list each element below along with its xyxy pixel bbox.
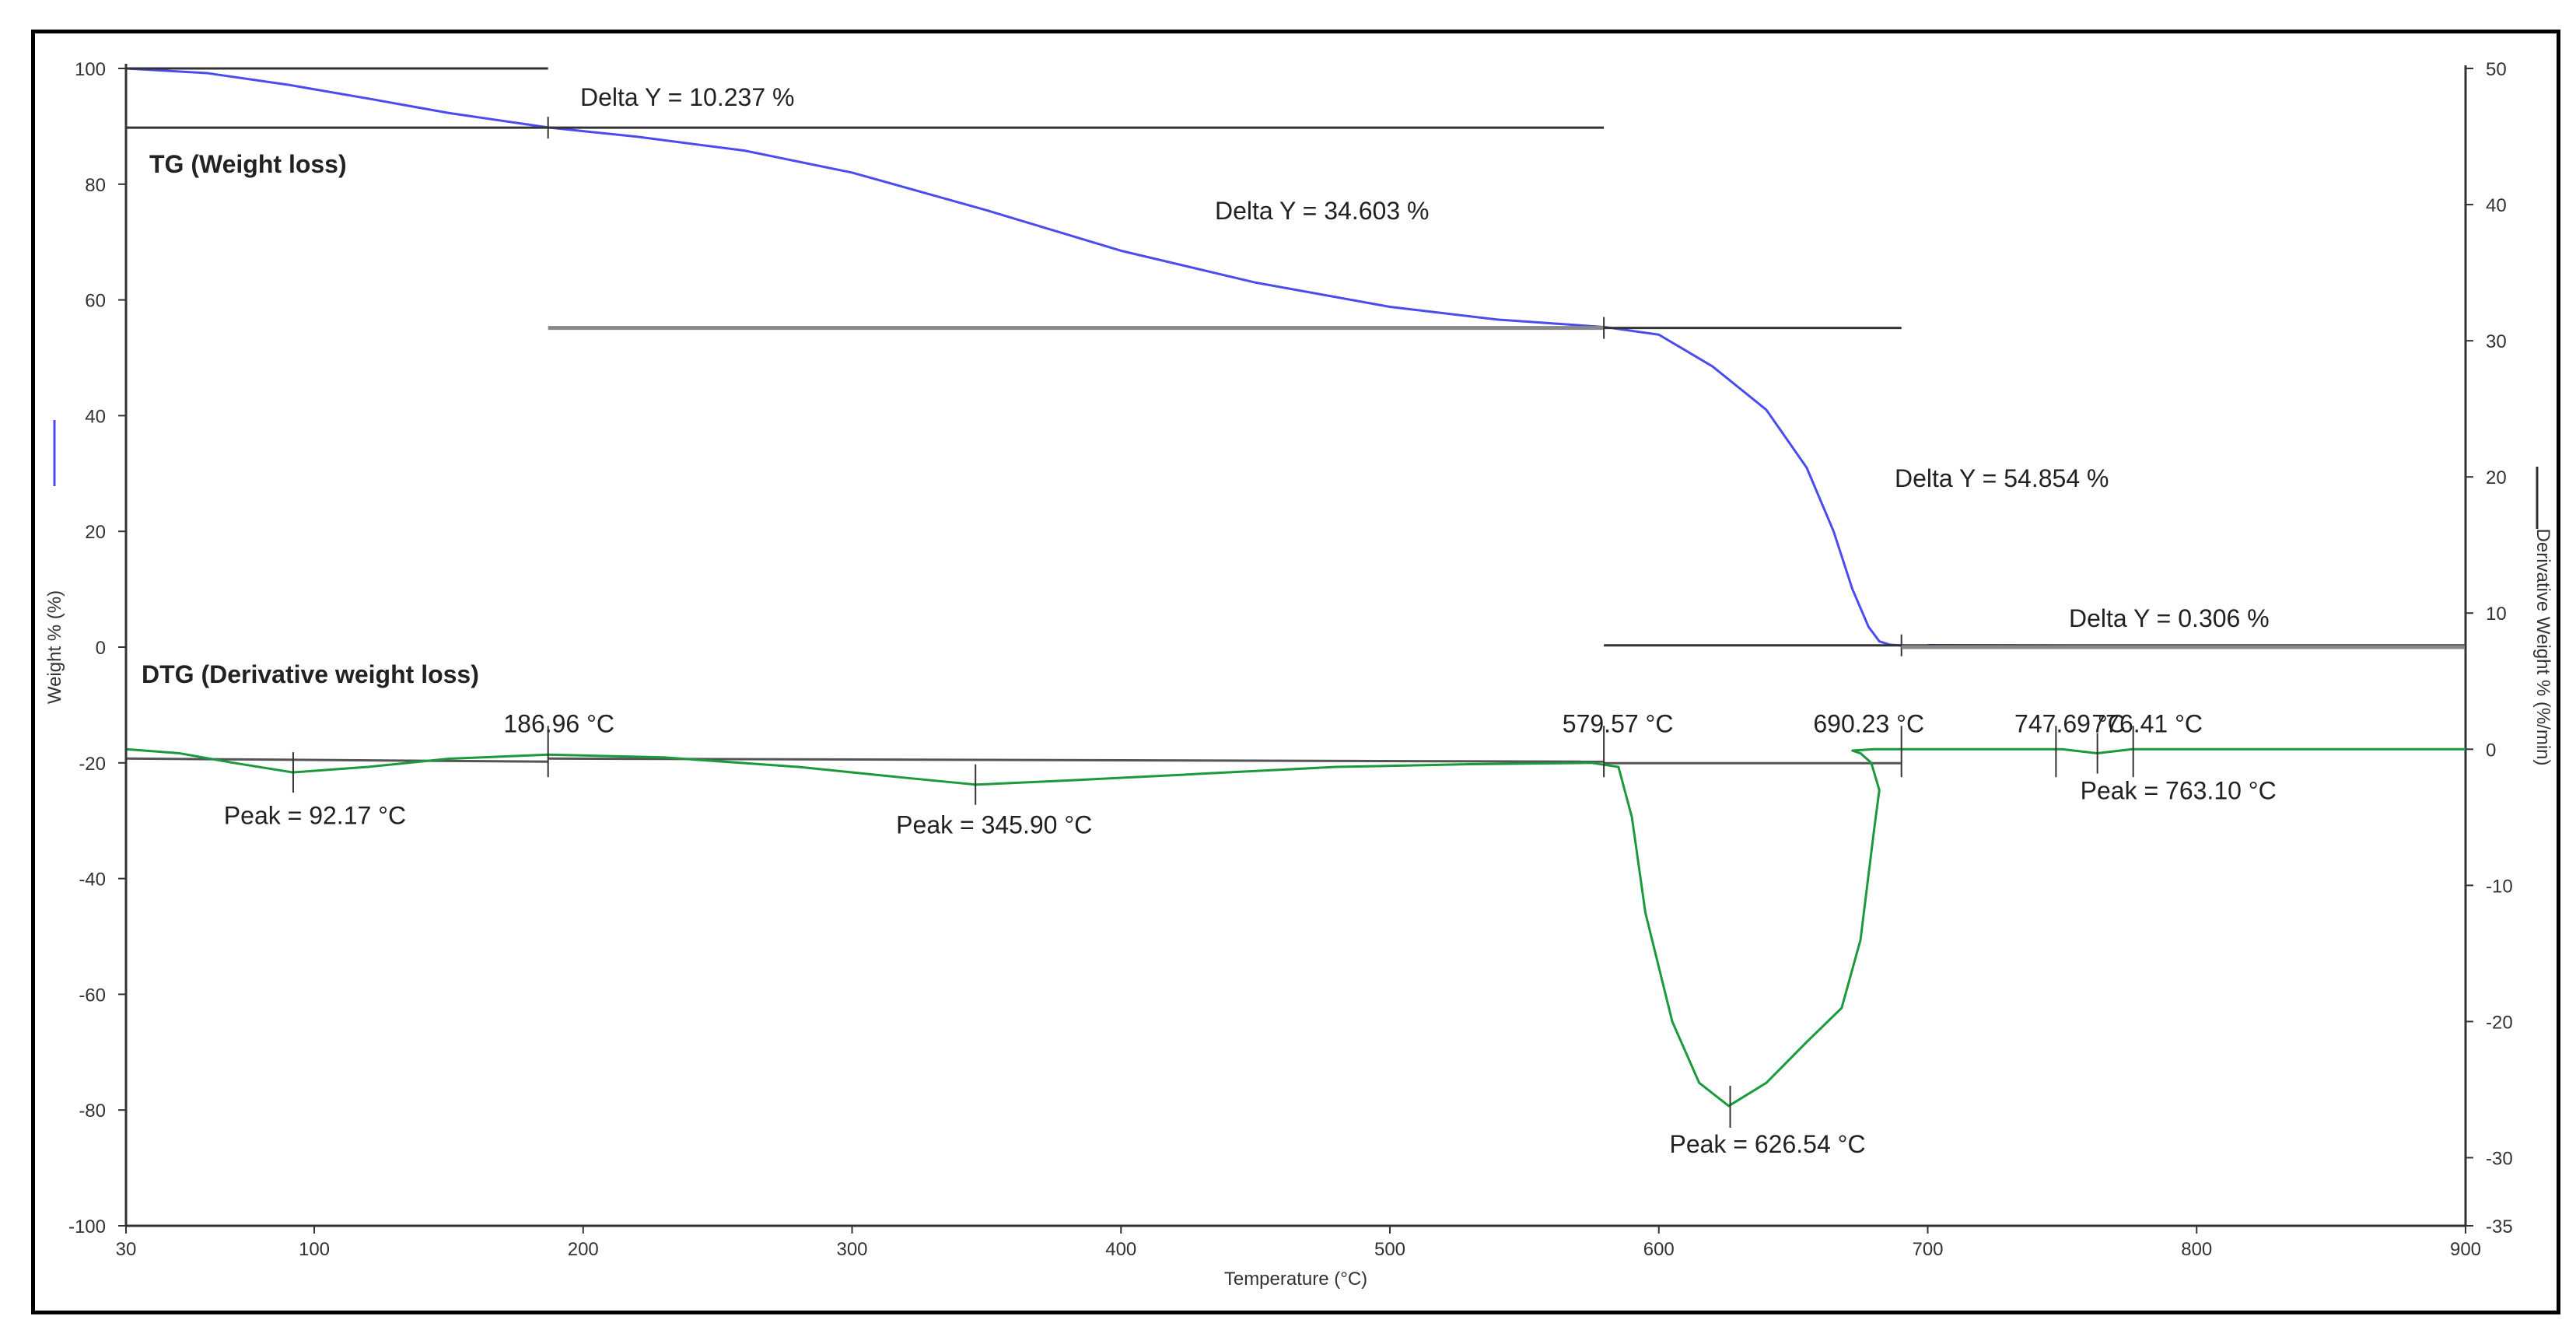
y-right-tick-label: 30 [2486, 331, 2507, 352]
y-right-tick-label: -35 [2486, 1216, 2513, 1237]
dtg-series-line [125, 747, 2466, 1108]
tg-step-label: Delta Y = 34.603 % [1215, 197, 1429, 225]
tg-step-label: Delta Y = 0.306 % [2069, 604, 2270, 632]
x-tick-label: 800 [2181, 1239, 2212, 1260]
dtg-peak-label: Peak = 345.90 °C [896, 810, 1092, 838]
y-right-tick-label: 50 [2486, 59, 2507, 80]
dtg-onset-label: 579.57 °C [1563, 709, 1674, 737]
y-left-tick-label: 100 [75, 59, 106, 80]
chart-frame [31, 30, 2560, 1314]
dtg-baseline [125, 757, 548, 763]
tg-series-line [125, 67, 2466, 649]
y-right-tick-label: -10 [2486, 876, 2513, 897]
y-left-tick-label: 40 [85, 406, 106, 427]
x-axis-title: Temperature (°C) [1224, 1269, 1367, 1290]
y-left-axis-title: Weight % (%) [44, 590, 65, 704]
x-tick-label: 900 [2450, 1239, 2481, 1260]
y-right-tick-label: 10 [2486, 604, 2507, 625]
dtg-series-label: DTG (Derivative weight loss) [142, 660, 479, 688]
dtg-peak-label: Peak = 763.10 °C [2081, 776, 2277, 804]
y-right-tick-label: 0 [2486, 740, 2496, 761]
dtg-onset-label: 186.96 °C [503, 709, 614, 737]
x-tick-label: 300 [836, 1239, 867, 1260]
y-left-tick-label: 20 [85, 522, 106, 543]
dtg-baseline [548, 757, 1605, 763]
y-right-tick-label: -20 [2486, 1012, 2513, 1033]
tg-step-label: Delta Y = 54.854 % [1895, 464, 2109, 492]
dtg-peak-label: Peak = 92.17 °C [224, 801, 406, 829]
y-left-tick-label: -100 [68, 1216, 106, 1237]
x-tick-label: 600 [1643, 1239, 1675, 1260]
x-tick-label: 200 [568, 1239, 599, 1260]
y-left-tick-label: 0 [96, 638, 106, 659]
x-tick-label: 700 [1912, 1239, 1943, 1260]
y-left-tick-label: 60 [85, 291, 106, 312]
y-right-tick-label: 40 [2486, 195, 2507, 216]
x-tick-label: 400 [1105, 1239, 1136, 1260]
y-right-axis-title: Derivative Weight % (%/min) [2532, 529, 2553, 766]
tg-series-label: TG (Weight loss) [149, 150, 347, 178]
dtg-onset-label: 690.23 °C [1813, 709, 1924, 737]
y-left-tick-label: -40 [79, 870, 106, 891]
dtg-onset-label: 776.41 °C [2091, 709, 2203, 737]
x-tick-label: 500 [1374, 1239, 1405, 1260]
tg-step-label: Delta Y = 10.237 % [580, 83, 794, 111]
y-right-tick-label: 20 [2486, 467, 2507, 488]
dtg-peak-label: Peak = 626.54 °C [1669, 1130, 1865, 1158]
x-tick-label: 30 [116, 1239, 137, 1260]
y-right-tick-label: -30 [2486, 1148, 2513, 1169]
y-left-tick-label: 80 [85, 175, 106, 196]
dtg-onset-label: 747.69 °C [2014, 709, 2126, 737]
y-left-tick-label: -20 [79, 754, 106, 775]
y-left-tick-label: -60 [79, 985, 106, 1006]
y-left-tick-label: -80 [79, 1101, 106, 1122]
x-tick-label: 100 [299, 1239, 330, 1260]
